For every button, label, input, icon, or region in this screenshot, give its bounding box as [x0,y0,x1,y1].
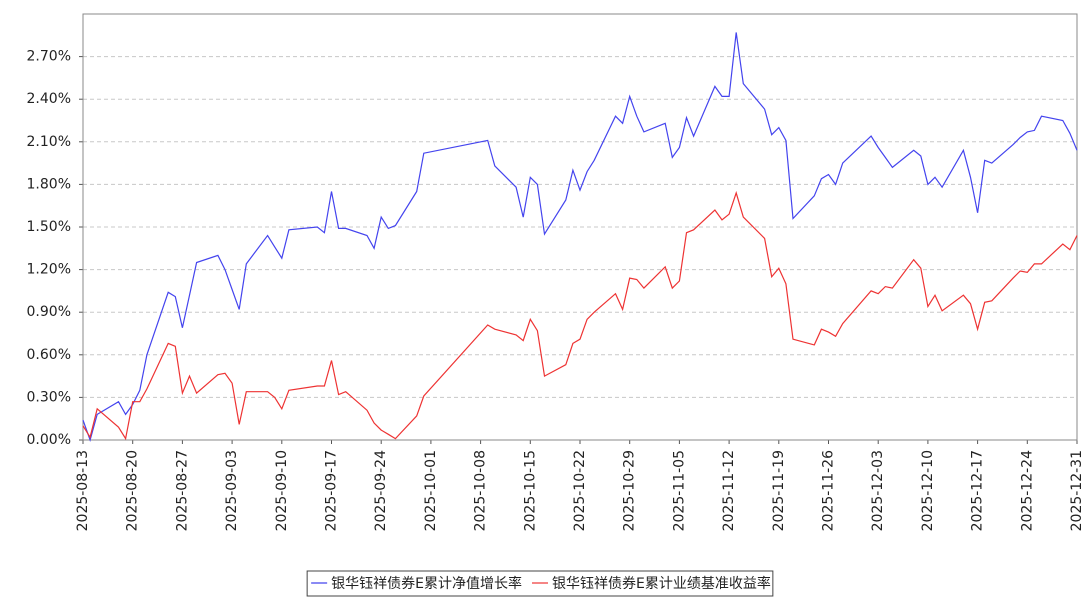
x-tick-label: 2025-08-27 [174,450,190,531]
x-tick-label: 2025-08-20 [125,450,141,531]
x-tick-label: 2025-10-08 [473,450,489,531]
x-tick-label: 2025-09-03 [224,450,240,531]
x-tick-label: 2025-10-01 [423,450,439,531]
x-tick-label: 2025-11-26 [821,450,837,531]
series-line [82,190,1078,441]
plot-frame [82,13,1078,441]
y-tick-label: 2.10% [27,134,71,150]
x-tick-label: 2025-09-10 [274,450,290,531]
x-tick-label: 2025-12-24 [1019,450,1035,531]
x-tick-label: 2025-12-17 [970,450,986,531]
x-tick-label: 2025-12-10 [920,450,936,531]
y-tick-label: 0.60% [27,347,71,363]
x-tick-label: 2025-08-13 [75,450,91,531]
y-tick-label: 1.50% [27,219,71,235]
x-tick-label: 2025-10-15 [522,450,538,531]
x-tick-label: 2025-12-31 [1069,450,1085,531]
x-tick-label: 2025-09-24 [373,450,389,531]
y-tick-label: 1.20% [27,262,71,278]
legend-label: 银华钰祥债券E累计业绩基准收益率 [552,575,771,592]
x-tick-label: 2025-12-03 [870,450,886,531]
x-tick-label: 2025-09-17 [324,450,340,531]
x-tick-label: 2025-10-22 [572,450,588,531]
x-tick-label: 2025-11-19 [771,450,787,531]
x-tick-label: 2025-10-29 [622,450,638,531]
legend: 银华钰祥债券E累计净值增长率 银华钰祥债券E累计业绩基准收益率 [306,570,774,597]
y-tick-label: 2.70% [27,49,71,65]
y-tick-label: 0.30% [27,389,71,405]
y-tick-label: 2.40% [27,91,71,107]
x-tick-label: 2025-11-12 [721,450,737,531]
y-tick-label: 1.80% [27,176,71,192]
x-tick-label: 2025-11-05 [671,450,687,531]
legend-label: 银华钰祥债券E累计净值增长率 [331,575,522,592]
series-line [82,32,1078,442]
y-tick-label: 0.90% [27,304,71,320]
y-tick-label: 0.00% [27,432,71,448]
